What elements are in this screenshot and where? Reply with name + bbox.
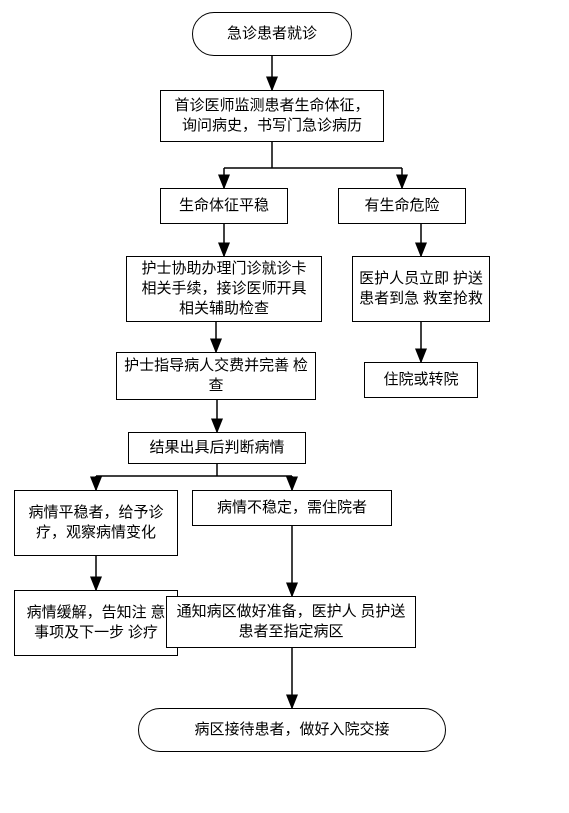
node-label: 结果出具后判断病情	[149, 438, 284, 458]
node-label: 病情不稳定，需住院者	[217, 498, 367, 518]
flowchart-node-n1: 急诊患者就诊	[192, 12, 352, 56]
flowchart-node-n12: 病情缓解，告知注 意事项及下一步 诊疗	[14, 590, 178, 656]
flowchart-node-n2: 首诊医师监测患者生命体征， 询问病史，书写门急诊病历	[160, 90, 384, 142]
node-label: 护士指导病人交费并完善 检查	[123, 356, 309, 397]
node-label: 通知病区做好准备，医护人 员护送患者至指定病区	[173, 602, 409, 643]
flowchart-node-n3: 生命体征平稳	[160, 188, 288, 224]
flowchart-node-n11: 病情不稳定，需住院者	[192, 490, 392, 526]
node-label: 有生命危险	[364, 196, 439, 216]
flowchart-node-n6: 医护人员立即 护送患者到急 救室抢救	[352, 256, 490, 322]
flowchart-node-n8: 住院或转院	[364, 362, 478, 398]
node-label: 护士协助办理门诊就诊卡 相关手续，接诊医师开具 相关辅助检查	[133, 259, 315, 320]
node-label: 病区接待患者，做好入院交接	[194, 720, 389, 740]
flowchart-node-n10: 病情平稳者，给予诊 疗，观察病情变化	[14, 490, 178, 556]
flowchart-node-n9: 结果出具后判断病情	[128, 432, 306, 464]
flowchart-node-n14: 病区接待患者，做好入院交接	[138, 708, 446, 752]
flowchart-node-n5: 护士协助办理门诊就诊卡 相关手续，接诊医师开具 相关辅助检查	[126, 256, 322, 322]
flowchart-node-n7: 护士指导病人交费并完善 检查	[116, 352, 316, 400]
flowchart-node-n13: 通知病区做好准备，医护人 员护送患者至指定病区	[166, 596, 416, 648]
node-label: 病情缓解，告知注 意事项及下一步 诊疗	[21, 603, 171, 644]
node-label: 住院或转院	[383, 370, 458, 390]
node-label: 首诊医师监测患者生命体征， 询问病史，书写门急诊病历	[167, 96, 377, 137]
node-label: 生命体征平稳	[179, 196, 269, 216]
node-label: 急诊患者就诊	[227, 24, 317, 44]
node-label: 医护人员立即 护送患者到急 救室抢救	[359, 269, 483, 310]
node-label: 病情平稳者，给予诊 疗，观察病情变化	[21, 503, 171, 544]
flowchart-node-n4: 有生命危险	[338, 188, 466, 224]
